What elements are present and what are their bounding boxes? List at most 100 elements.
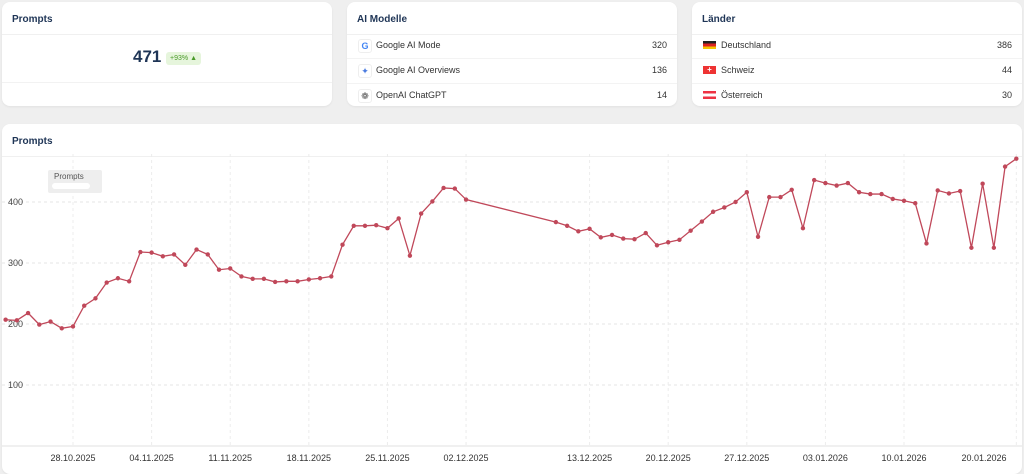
data-point [149,250,154,255]
data-point [160,254,166,259]
data-point [598,235,604,240]
list-item-oesterreich[interactable]: Österreich 30 [692,83,1022,106]
list-item-google-ai-overviews[interactable]: ✦ Google AI Overviews 136 [347,58,677,84]
countries-card: Länder Deutschland 386 + Schweiz 44 Öste… [692,2,1022,106]
data-point [654,243,660,248]
data-point [70,324,76,329]
data-point [677,237,682,243]
card-title: Prompts [12,14,53,25]
data-point [609,232,615,238]
data-point [317,276,323,281]
data-point [957,188,963,194]
data-point [991,245,997,250]
divider [2,156,1022,157]
data-point [868,191,873,197]
list-item-schweiz[interactable]: + Schweiz 44 [692,58,1022,84]
triangle-up-icon: ▲ [190,55,197,62]
card-title: Länder [702,14,736,25]
x-tick-label: 13.12.2025 [567,453,612,463]
data-point [856,190,862,195]
data-point [82,303,87,308]
item-label: Deutschland [721,40,772,50]
data-point [722,205,727,210]
data-point [969,245,974,250]
data-point [228,266,233,271]
data-point [800,226,806,231]
data-point [834,183,839,188]
data-point [901,198,907,203]
data-point [396,216,401,221]
data-point [430,199,435,204]
x-tick-label: 04.11.2025 [129,453,173,463]
list-item-openai-chatgpt[interactable]: ❁ OpenAI ChatGPT 14 [347,83,677,106]
data-point [329,274,334,279]
data-point [811,177,817,183]
data-point [946,191,952,196]
data-point [924,241,929,246]
data-point [1002,164,1008,169]
data-point [699,219,705,224]
prompts-chart-card: Prompts 100 200 300 400 28.10.2025 04.11.2025… [2,124,1022,474]
item-label: Schweiz [721,65,755,75]
data-point [823,180,828,186]
data-point [632,237,637,242]
line-chart: 100 200 300 400 28.10.2025 04.11.2025 11.11.20… [2,154,1022,463]
data-point [789,187,794,192]
data-point [351,223,356,228]
list-item-google-ai-mode[interactable]: G Google AI Mode 320 [347,33,677,59]
y-tick-label: 100 [8,380,23,390]
data-point [767,194,772,200]
data-point [710,209,716,214]
x-tick-label: 28.10.2025 [50,453,95,463]
data-point [755,234,761,239]
data-point [261,276,267,282]
data-point [879,191,884,197]
data-point [25,310,31,316]
item-value: 44 [1001,65,1012,75]
flag-switzerland-icon: + [703,66,716,74]
data-point [621,236,626,241]
google-icon: G [358,39,372,53]
data-point [171,252,177,257]
data-point [205,252,210,257]
chart-legend[interactable]: Prompts [48,170,102,193]
item-value: 320 [651,40,667,50]
legend-label: Prompts [54,172,84,181]
card-title: AI Modelle [357,14,408,25]
data-point [935,188,940,193]
item-value: 30 [1001,90,1012,100]
data-point [1014,156,1019,161]
data-point [37,322,42,327]
data-point [845,180,851,186]
data-point [665,240,671,245]
data-point [250,276,255,282]
sparkle-icon: ✦ [358,64,372,78]
prompts-total: 471 [133,47,162,66]
data-point [576,229,581,234]
data-point [564,223,570,228]
data-point [216,267,222,272]
prompts-card: Prompts 471 +93% ▲ [2,2,332,106]
x-tick-label: 20.01.2026 [961,453,1006,463]
divider [692,34,1022,35]
data-point [733,199,738,205]
data-point [104,280,109,285]
data-point [418,211,424,216]
y-tick-label: 300 [8,258,23,268]
data-point [115,276,121,281]
data-point [441,185,446,191]
data-point [553,219,559,225]
data-point [463,197,469,202]
data-point [374,222,379,228]
data-point [126,279,132,284]
data-point [306,277,312,282]
x-tick-label: 27.12.2025 [724,453,769,463]
data-point [744,190,749,195]
data-point [980,181,985,186]
data-point [688,228,693,233]
divider [2,34,332,35]
list-item-deutschland[interactable]: Deutschland 386 [692,33,1022,59]
item-label: Österreich [721,90,763,100]
data-point [59,326,64,331]
data-point [138,249,143,255]
